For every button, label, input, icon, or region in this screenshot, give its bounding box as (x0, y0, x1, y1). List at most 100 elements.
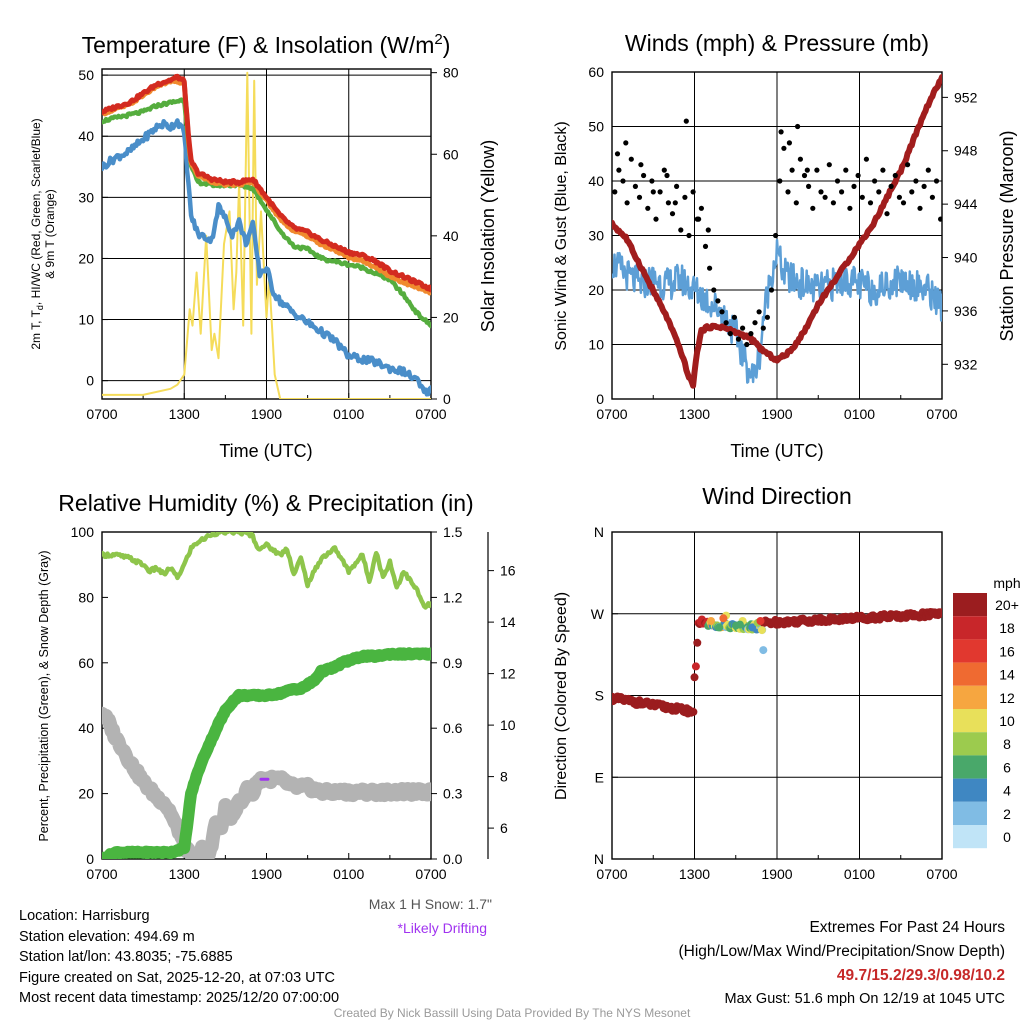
gust-point (905, 162, 911, 168)
x-tick-label: 1300 (169, 406, 200, 422)
gust-point (859, 194, 865, 200)
direction-point (937, 608, 942, 617)
y-tick-label: 10 (78, 312, 94, 328)
gust-point (793, 200, 799, 206)
y-axis-label: Direction (Colored By Speed) (553, 592, 570, 800)
x-tick-label: 0700 (596, 406, 627, 422)
chart-title: Temperature (F) & Insolation (W/m2) (82, 31, 451, 58)
gust-point (672, 200, 678, 206)
x-tick-label: 1300 (169, 866, 200, 882)
gust-point (620, 178, 626, 184)
y-label-line: 2m T, T (29, 309, 43, 349)
gust-point (851, 183, 857, 189)
colorbar-swatch (953, 616, 987, 640)
gust-point (786, 140, 793, 146)
x-tick-label: 0700 (926, 406, 957, 422)
credit-line: Created By Nick Bassill Using Data Provi… (333, 1006, 691, 1020)
gust-point (650, 189, 656, 195)
direction-point (691, 662, 700, 671)
gust-point (810, 205, 816, 211)
y-tick-label: 60 (78, 655, 94, 671)
clipped-layer (612, 608, 942, 718)
gust-point (797, 156, 804, 162)
x-tick-label: 1900 (761, 866, 792, 882)
gust-point (929, 194, 936, 200)
gust-point (843, 167, 849, 173)
y2-tick-label: 0.0 (443, 851, 463, 867)
extremes-values: 49.7/15.2/29.3/0.98/10.2 (836, 967, 1005, 984)
y2-tick-label: 0 (443, 391, 451, 407)
y-tick-label: 30 (78, 189, 94, 205)
series-td (102, 118, 431, 397)
chart-title: Relative Humidity (%) & Precipitation (i… (58, 490, 473, 516)
y-tick-label: 0 (86, 851, 94, 867)
gust-point (690, 189, 696, 195)
series-hi-wc (102, 97, 431, 329)
direction-point (690, 673, 699, 682)
gust-point (839, 189, 845, 195)
gust-point (855, 172, 861, 179)
y2-tick-label: 12 (500, 666, 516, 682)
y2-tick-label: 16 (500, 563, 516, 579)
x-tick-label: 1300 (679, 406, 710, 422)
gust-point (752, 320, 758, 326)
gust-point (818, 189, 824, 195)
gust-point (683, 118, 689, 124)
gust-point (719, 309, 725, 315)
colorbar-label: 6 (1003, 759, 1011, 775)
y2-axis-label: Solar Insolation (Yellow) (478, 140, 498, 332)
gust-point (661, 167, 667, 173)
gust-point (756, 309, 762, 315)
y2-tick-label: 1.2 (443, 589, 463, 605)
colorbar-label: 20+ (995, 597, 1019, 613)
direction-point (759, 646, 768, 655)
x-tick-label: 0700 (415, 406, 446, 422)
y-tick-label: 30 (588, 228, 604, 244)
gust-point (834, 178, 841, 184)
gust-point (872, 178, 878, 184)
gust-point (777, 178, 783, 184)
y-tick-label: E (595, 769, 604, 785)
y-tick-label: 10 (588, 337, 604, 353)
clipped-layer (612, 74, 942, 389)
y2-tick-label: 948 (954, 143, 978, 159)
x-tick-label: 0700 (415, 866, 446, 882)
y2-tick-label: 14 (500, 614, 516, 630)
y-tick-label: 0 (86, 373, 94, 389)
gust-point (731, 314, 738, 320)
gust-point (628, 156, 634, 162)
series-sonic-wind (612, 238, 942, 384)
gust-point (616, 167, 622, 173)
y2-tick-label: 0.6 (443, 720, 463, 736)
recent-timestamp: Most recent data timestamp: 2025/12/20 0… (19, 990, 340, 1006)
gust-point (682, 194, 688, 200)
y2-tick-label: 8 (500, 769, 508, 785)
gust-point (880, 167, 886, 173)
gust-point (645, 205, 651, 211)
gust-point (623, 140, 629, 146)
colorbar-label: 14 (999, 667, 1015, 683)
y2-tick-label: 1.5 (443, 524, 463, 540)
extremes-title: Extremes For Past 24 Hours (809, 919, 1005, 936)
gust-point (686, 232, 692, 239)
y2-tick-label: 940 (954, 250, 978, 266)
gust-point (847, 205, 853, 211)
title-part: ) (443, 32, 451, 58)
gust-point (785, 189, 791, 195)
y-tick-label: N (594, 524, 604, 540)
colorbar-label: 0 (1003, 829, 1011, 845)
x-tick-label: 1900 (251, 866, 282, 882)
y-tick-label: 20 (588, 282, 604, 298)
y-tick-label: 0 (596, 391, 604, 407)
gust-point (764, 314, 771, 320)
colorbar-label: 18 (999, 620, 1015, 636)
gust-point (921, 183, 927, 189)
series-station-pressure (612, 74, 942, 389)
y-label-line: & 9m T (Orange) (43, 189, 57, 279)
y-tick-label: 40 (588, 173, 604, 189)
gust-point (913, 178, 919, 184)
y-axis-label: Percent, Precipitation (Green), & Snow D… (37, 550, 51, 841)
gust-point (801, 172, 808, 179)
gust-point (702, 243, 709, 249)
